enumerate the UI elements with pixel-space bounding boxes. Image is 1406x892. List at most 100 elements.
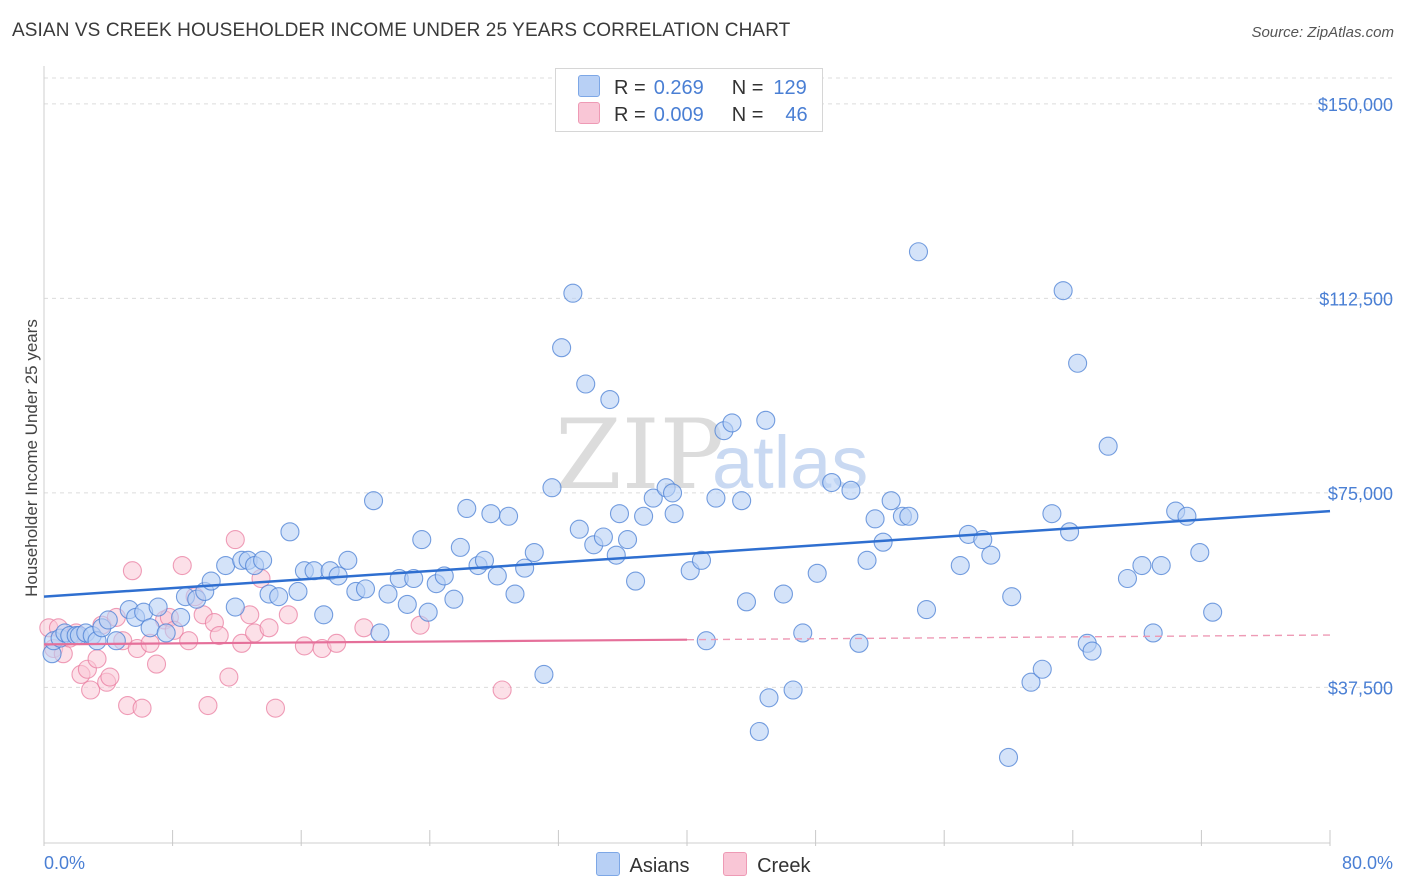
asians-point [253,550,273,570]
asians-point [1132,555,1152,576]
asians-point [916,600,937,620]
tick-labels: $37,500 $75,000 $112,500 $150,000 0.0% 80.0% [44,95,1393,873]
asians-point [706,488,726,508]
asians-point [849,633,869,653]
asians-point [857,550,877,570]
asians-point [201,571,221,591]
asians-point [1151,555,1171,576]
asians-point [1143,623,1163,643]
asians-point [793,623,813,643]
asians-point [1021,672,1041,692]
trend-lines [43,509,1331,646]
asians-point [1042,504,1062,524]
asians-point [759,688,779,708]
asians-point [662,483,683,503]
asians-point [216,555,236,576]
stats-legend: R = 0.269 N = 129 R = 0.009 N = 46 [555,68,823,132]
asians-point [148,597,168,617]
creek-point [172,555,192,576]
asians-point [908,242,929,262]
creek-point [132,698,152,718]
asians-point [1032,659,1052,679]
asians-point [593,527,613,547]
asians-point [617,530,638,550]
asians-point [576,374,596,394]
asians-point [370,623,390,643]
asians-point [524,543,544,563]
asians-point [1082,641,1102,661]
asians-point [998,747,1019,767]
asians-point [783,680,803,700]
asians-point [600,390,620,410]
asians-point [225,597,245,617]
y-tick-label: $75,000 [1328,484,1393,504]
creek-point [81,680,101,700]
asians-point [1053,281,1073,301]
creek-point [87,649,107,669]
legend-n-value: 129 [773,77,807,99]
asians-point [807,563,827,583]
asians-point [487,566,507,586]
creek-point [294,636,314,656]
asians-point [363,491,384,511]
creek-trend-extension [686,634,1331,641]
legend-swatch-asians [578,75,600,97]
asians-point [106,631,126,651]
asians-point [156,623,176,643]
creek-swatch [723,852,748,876]
asians-point [474,550,495,570]
asians-point [606,545,626,565]
asians-point [481,504,501,524]
asians-point [412,530,432,550]
asians-point [609,504,630,524]
asians-point [450,537,470,557]
asians-point [534,664,554,684]
legend-item-creek[interactable]: Creek [723,852,810,878]
y-tick-label: $37,500 [1328,678,1393,698]
creek-point [225,530,245,550]
x-tick-label: 80.0% [1342,853,1393,873]
creek-point [265,698,286,718]
asians-point [634,506,654,526]
creek-point [122,561,142,581]
creek-point [209,625,229,646]
y-tick-label: $150,000 [1318,95,1393,115]
legend-r-value: 0.009 [653,104,704,126]
asians-point [822,472,842,493]
asians-point [378,584,398,604]
asians-point [314,605,334,625]
asians-point [1177,506,1197,526]
creek-point [100,667,120,687]
asians-point [773,584,794,604]
legend-label-asians: Asians [629,855,690,877]
asians-point [643,488,663,508]
asians-point [691,550,712,570]
asians-point [722,413,742,433]
asians-point [542,478,562,498]
asians-point [397,594,417,614]
legend-label-creek: Creek [757,855,811,877]
asians-point [288,581,308,602]
asians-point [355,579,376,599]
y-axis-label: Householder Income Under 25 years [22,319,41,597]
asians-point [418,602,438,622]
asians-points [42,242,1223,767]
watermark: ZIP atlas [555,399,868,511]
asians-point [563,283,583,303]
asians-point [499,506,519,526]
asians-point [899,506,919,526]
asians-point [1068,353,1088,373]
creek-point [259,618,279,638]
asians-point [626,571,646,591]
legend-item-asians[interactable]: Asians [595,852,690,878]
asians-point [664,504,684,524]
asians-point [171,607,191,627]
axes [43,66,1331,846]
asians-point [552,338,572,358]
asians-point [505,584,525,604]
asians-point [404,568,424,589]
series-legend: Asians Creek [0,852,1406,878]
creek-point [179,631,199,651]
creek-trend-line [43,638,688,646]
